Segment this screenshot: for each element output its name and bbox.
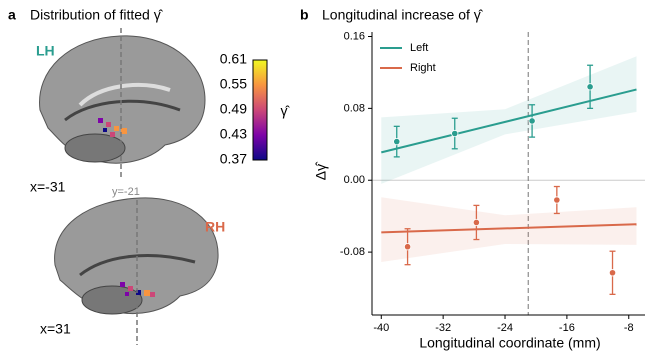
data-point [587,84,593,90]
coronal-label: y=-21 [112,186,140,198]
colorbar-tick-label: 0.61 [220,51,247,67]
data-point [473,219,479,225]
lh-label: LH [36,43,55,59]
colorbar [253,60,267,160]
colorbar-tick-label: 0.49 [220,101,247,117]
colorbar-tick-label: 0.55 [220,76,247,92]
rh-label: RH [205,219,225,235]
data-point [529,118,535,124]
x-tick-label: -16 [559,322,575,334]
x-tick-label: -32 [435,322,451,334]
panel-title: Longitudinal increase of γ̂ [322,7,484,23]
x-tick-label: -8 [624,322,634,334]
slice-label: x=31 [40,321,71,337]
data-point [452,130,458,136]
brain-lh [40,28,205,178]
y-axis-label: Δγ̂ [313,161,329,180]
slice-label: x=-31 [30,179,66,195]
legend-label: Right [410,62,436,74]
colorbar-tick-label: 0.43 [220,126,247,142]
colorbar-label: γ̂ [281,103,291,119]
x-axis-label: Longitudinal coordinate (mm) [419,335,600,351]
colorbar-tick-label: 0.37 [220,151,247,167]
data-point [554,197,560,203]
panel-label: b [300,7,309,23]
x-tick-label: -24 [497,322,513,334]
confidence-band [381,197,636,262]
panel-title: Distribution of fitted γ̂ [30,7,164,23]
figure: a Distribution of fitted γ̂ LH RH x=-31 … [0,0,647,355]
data-point [609,270,615,276]
y-tick-label: -0.08 [340,246,365,258]
legend-label: Left [410,42,428,54]
y-tick-label: 0.08 [344,102,365,114]
y-tick-label: 0.00 [344,174,365,186]
y-tick-label: 0.16 [344,30,365,42]
brain-rh [55,198,219,345]
data-point [394,138,400,144]
data-point [404,244,410,250]
x-tick-label: -40 [373,322,389,334]
panel-label: a [8,7,16,23]
